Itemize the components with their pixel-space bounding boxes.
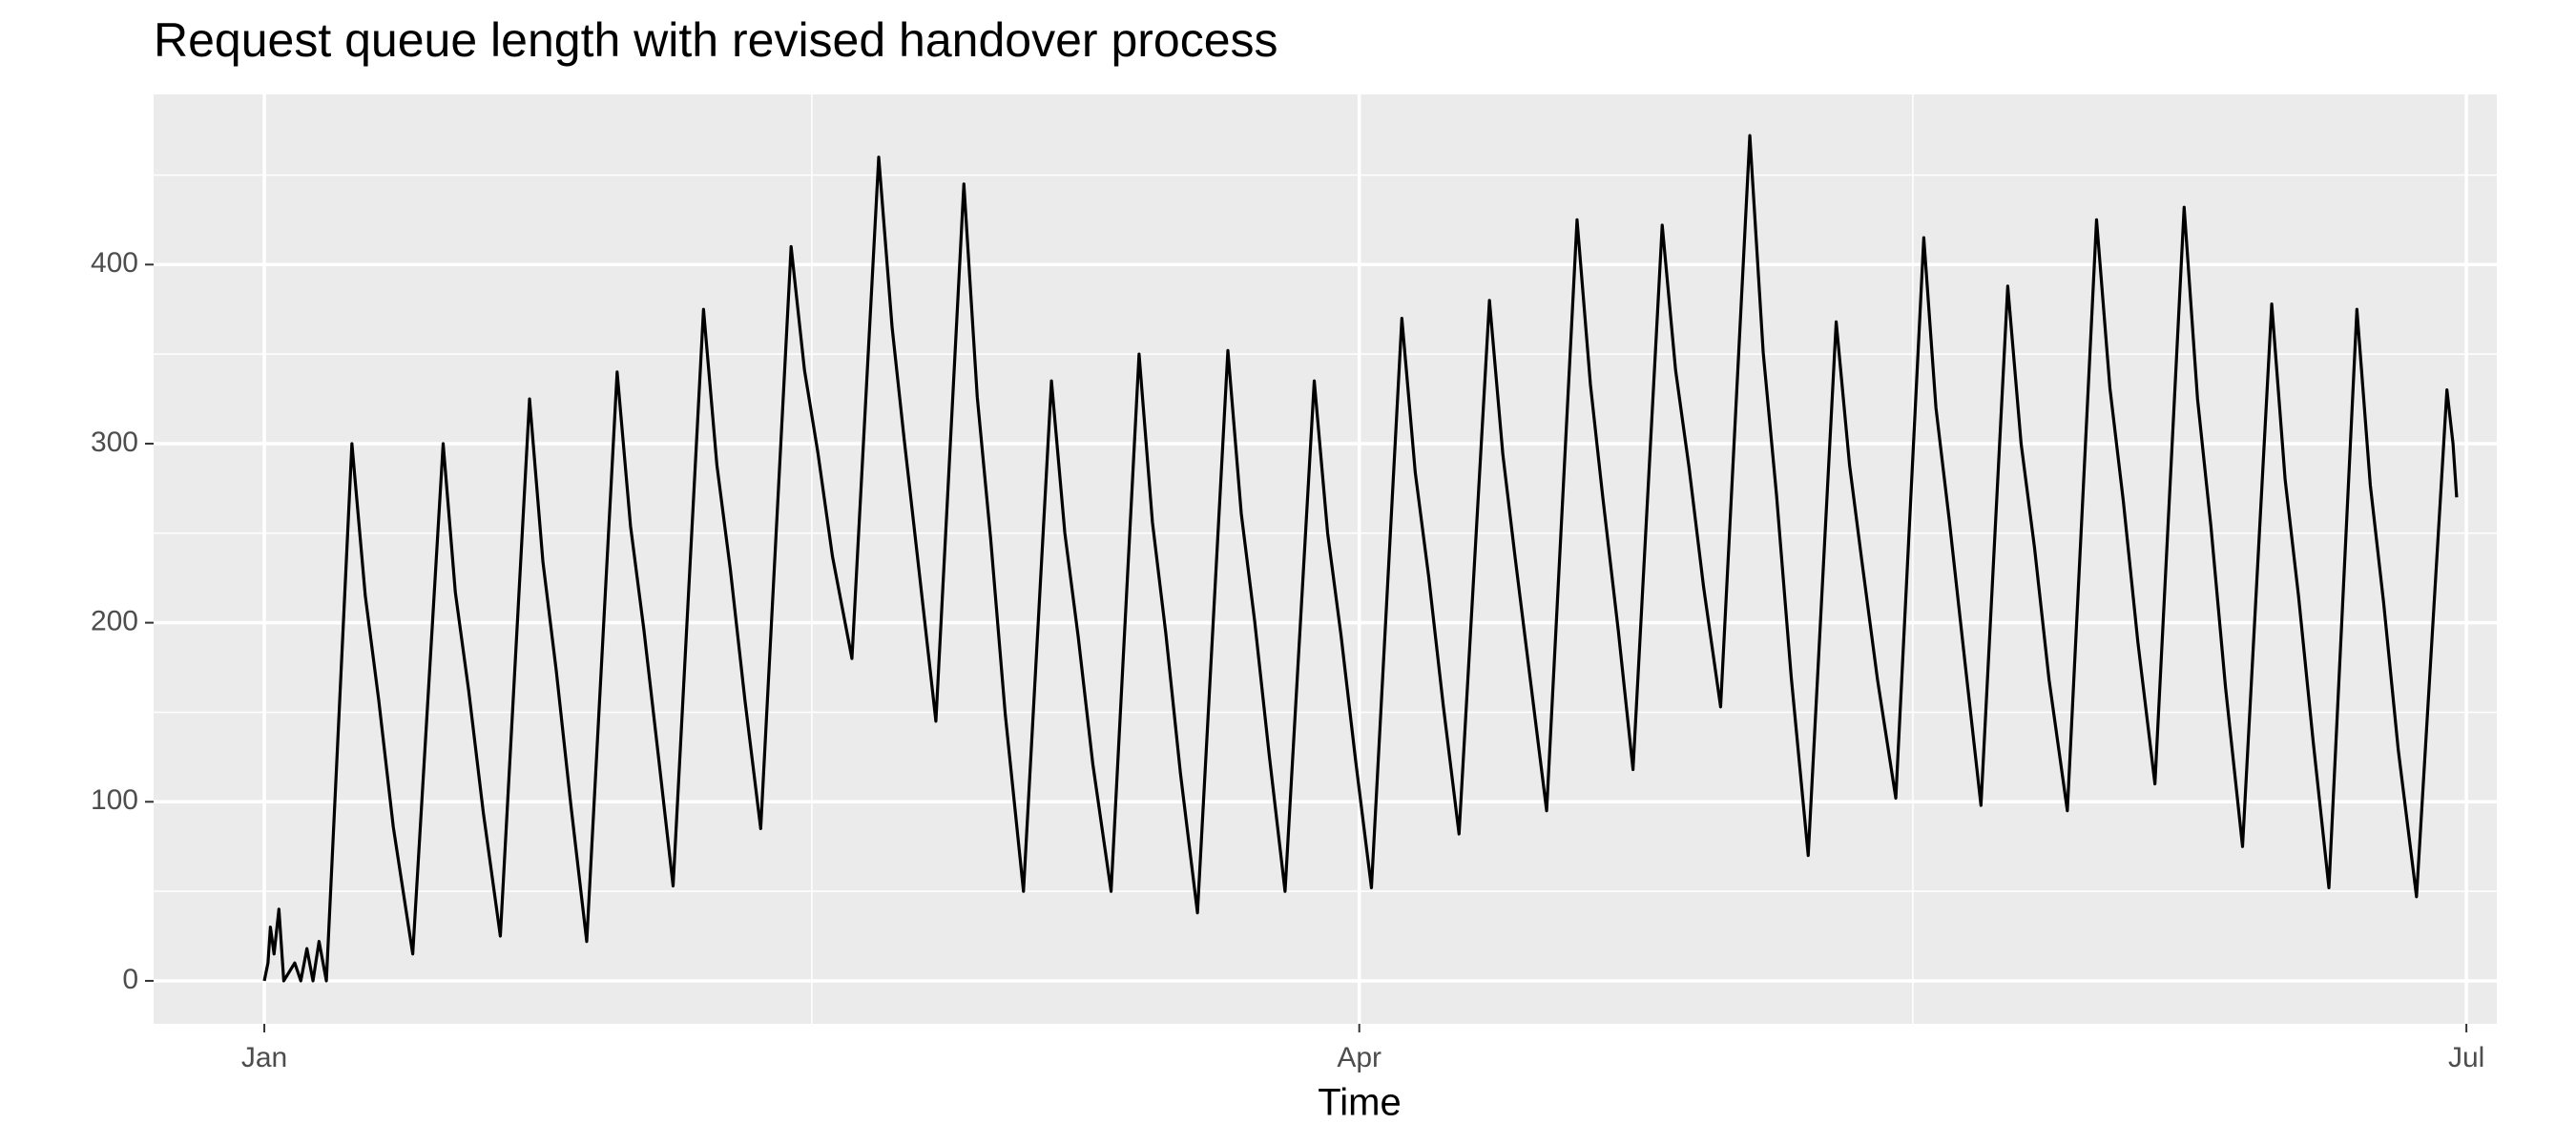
y-tick-label: 300 [91, 427, 138, 458]
chart-title: Request queue length with revised handov… [154, 13, 1278, 67]
plot-panel [154, 94, 2497, 1024]
data-line [262, 134, 2459, 983]
x-tick-label: Jul [2448, 1042, 2484, 1073]
y-tick-label: 400 [91, 247, 138, 279]
y-tick-label: 0 [122, 964, 138, 995]
y-tick-label: 200 [91, 606, 138, 637]
x-axis-title: Time [1318, 1082, 1401, 1124]
y-tick-label: 100 [91, 784, 138, 816]
x-tick-label: Apr [1337, 1042, 1381, 1073]
x-tick-label: Jan [241, 1042, 287, 1073]
